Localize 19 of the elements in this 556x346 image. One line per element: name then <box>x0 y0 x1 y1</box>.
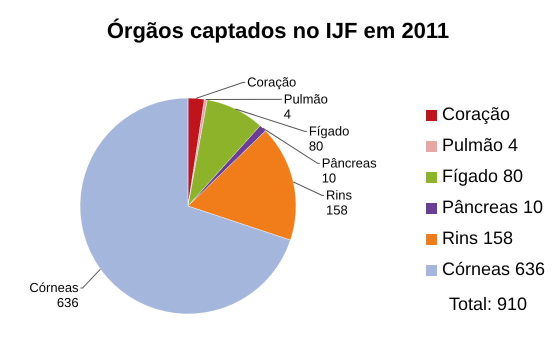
chart-title: Órgãos captados no IJF em 2011 <box>106 18 450 43</box>
data-label: 158 <box>326 202 348 218</box>
text: Total: 910 <box>448 294 528 314</box>
slice-label: Rins <box>326 187 352 202</box>
data-label: 4 <box>284 106 292 122</box>
slice-label: Pulmão <box>284 91 328 106</box>
slice-label: Pâncreas <box>322 155 378 170</box>
data-label: 636 <box>56 295 79 310</box>
category-label: Fígado 80 <box>442 166 524 186</box>
slice-label: Córneas <box>29 280 80 296</box>
legend-label: Coração <box>442 104 510 124</box>
category-label: Rins 158 <box>442 228 514 248</box>
slice-label: Coração <box>247 74 296 90</box>
category-label: Córneas 636 <box>442 259 546 279</box>
category-label: Pulmão 4 <box>442 135 518 155</box>
data-label: 80 <box>308 138 324 154</box>
slice-label: Fígado <box>308 123 350 138</box>
category-label: Pâncreas 10 <box>442 197 544 217</box>
data-label: 10 <box>322 170 336 186</box>
